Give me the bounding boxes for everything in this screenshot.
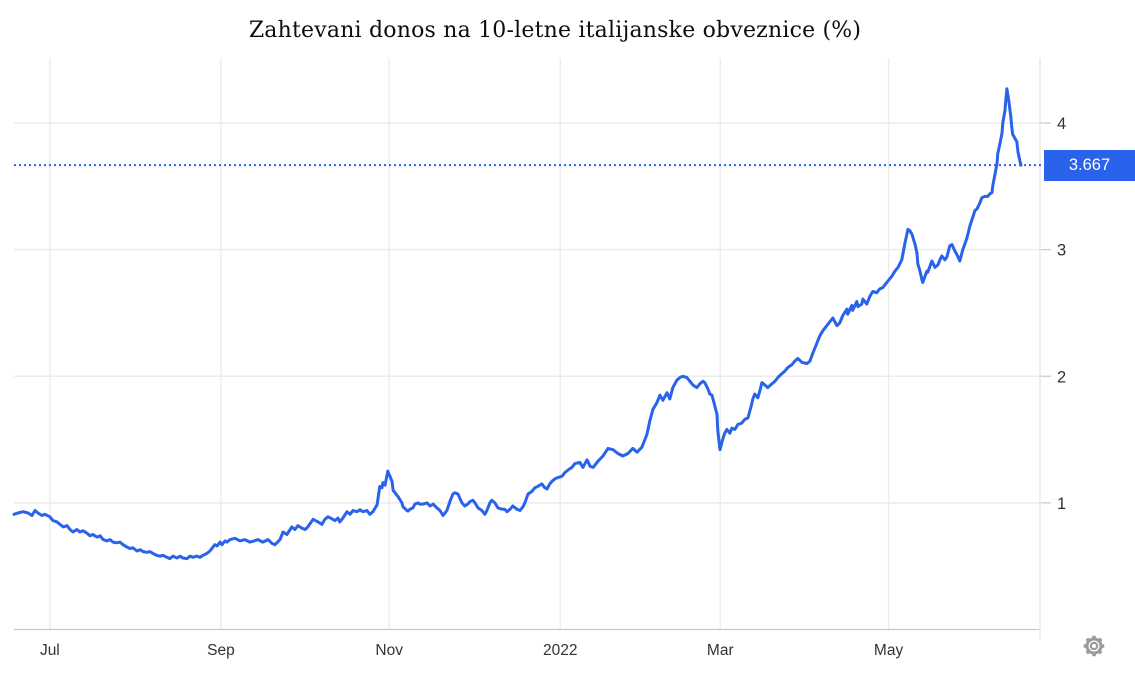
series-line: [12, 87, 1023, 561]
y-tick-label: 2: [1057, 368, 1066, 386]
settings-button[interactable]: [1080, 632, 1108, 660]
current-value-badge: 3.667: [1044, 150, 1135, 181]
y-tick-label: 4: [1057, 115, 1066, 133]
x-tick-label: Nov: [375, 642, 403, 659]
current-value-text: 3.667: [1068, 156, 1111, 174]
y-tick-label: 3: [1057, 242, 1066, 260]
y-tick-label: 1: [1057, 495, 1066, 513]
x-tick-label: Jul: [40, 642, 60, 659]
x-tick-label: Sep: [207, 642, 235, 659]
gear-icon: [1083, 635, 1105, 657]
x-tick-label: 2022: [543, 642, 577, 659]
x-tick-label: Mar: [707, 642, 734, 659]
chart-title: Zahtevani donos na 10-letne italijanske …: [248, 18, 862, 43]
x-tick-label: May: [874, 642, 904, 659]
